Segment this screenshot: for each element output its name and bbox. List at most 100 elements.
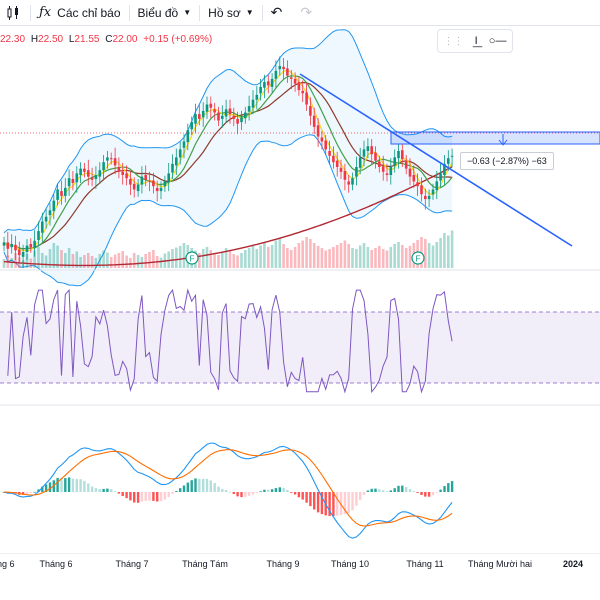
macd-histogram-bar (355, 492, 358, 506)
candle-body (205, 104, 209, 112)
macd-histogram-bar (213, 483, 216, 492)
macd-histogram-bar (324, 492, 327, 516)
drawing-tools-widget[interactable]: ⋮⋮ I͟ ○— (437, 29, 513, 53)
macd-histogram-bar (336, 492, 339, 516)
candle-body (71, 179, 75, 183)
macd-histogram-bar (136, 492, 140, 503)
macd-histogram-bar (259, 491, 262, 492)
macd-histogram-bar (343, 492, 347, 515)
candle-body (14, 244, 17, 251)
open-value: 22.30 (0, 34, 26, 45)
volume-bar (401, 245, 404, 268)
macd-histogram-bar (320, 492, 324, 515)
candle-body (83, 168, 86, 172)
volume-bar (60, 250, 63, 268)
volume-bar (29, 258, 33, 268)
candle-body (427, 195, 431, 200)
volume-bar (247, 248, 251, 268)
volume-bar (67, 248, 71, 268)
macd-histogram-bar (90, 486, 94, 492)
macd-histogram-bar (182, 485, 186, 492)
volume-bar (362, 243, 366, 268)
volume-bar (289, 250, 293, 268)
candle-body (424, 195, 427, 200)
candle-body (244, 112, 247, 119)
macd-histogram-bar (198, 478, 201, 492)
volume-bar (370, 250, 373, 268)
text-cursor-icon[interactable]: I͟ (474, 35, 478, 47)
candle-body (117, 167, 121, 172)
volume-bar (71, 254, 75, 268)
volume-bar (312, 243, 316, 268)
candle-body (393, 157, 396, 166)
profile-menu-button[interactable]: Hồ sơ ▼ (202, 0, 259, 26)
macd-histogram-bar (133, 492, 136, 503)
toolbar-divider (199, 4, 201, 21)
volume-bar (25, 254, 29, 268)
candle-body (370, 146, 373, 155)
macd-histogram-bar (121, 492, 124, 496)
candle-body (289, 77, 293, 79)
volume-bar (270, 245, 274, 268)
candle-body (397, 151, 400, 159)
candle-body (416, 182, 419, 187)
macd-histogram-bar (44, 484, 48, 492)
volume-bar (190, 248, 193, 268)
macd-histogram-bar (156, 492, 159, 502)
volume-bar (416, 240, 419, 268)
volume-bar (374, 248, 377, 268)
candle-body (209, 103, 213, 108)
macd-signal-line (3, 449, 453, 527)
volume-bar (328, 249, 331, 268)
redo-button[interactable]: ↷ (294, 0, 318, 26)
rsi-line (7, 288, 453, 394)
volume-bar (205, 247, 209, 268)
macd-histogram-bar (251, 492, 255, 495)
volume-bar (286, 248, 289, 268)
candle-body (113, 158, 117, 166)
candles-button[interactable] (0, 0, 28, 26)
volume-bar (21, 260, 25, 268)
volume-bar (44, 255, 48, 268)
volume-bar (201, 249, 205, 268)
macd-histogram-bar (194, 478, 197, 492)
macd-histogram-bar (159, 492, 163, 502)
macd-histogram-bar (359, 492, 362, 501)
macd-histogram-bar (412, 491, 415, 492)
macd-line (3, 442, 453, 539)
macd-histogram-bar (67, 477, 71, 492)
macd-histogram-bar (385, 491, 389, 492)
candle-body (94, 175, 98, 179)
candle-body (301, 90, 304, 94)
indicators-button[interactable]: ƒx Các chỉ báo (33, 0, 127, 26)
chart-menu-button[interactable]: Biểu đồ ▼ (132, 0, 198, 26)
macd-histogram-bar (447, 483, 450, 492)
volume-bar (90, 256, 94, 268)
macd-histogram-bar (106, 488, 109, 492)
volume-bar (213, 253, 216, 268)
macd-histogram-bar (41, 486, 44, 492)
volume-bar (163, 253, 167, 268)
candle-body (335, 160, 339, 167)
long-moving-average-line (3, 166, 453, 267)
volume-bar (41, 253, 44, 268)
candle-body (251, 99, 255, 108)
macd-histogram-bar (282, 487, 285, 492)
undo-button[interactable]: ↶ (265, 0, 289, 26)
macd-histogram-bar (405, 487, 408, 492)
candle-body (431, 189, 435, 195)
horizontal-line-icon[interactable]: ○— (488, 35, 507, 47)
candle-body (328, 151, 331, 156)
chevron-down-icon: ▼ (183, 8, 192, 17)
candle-body (358, 157, 362, 168)
drag-handle-icon[interactable]: ⋮⋮ (443, 35, 464, 47)
time-label: Tháng 7 (115, 559, 149, 569)
macd-histogram-bar (427, 492, 431, 497)
volume-bar (144, 254, 147, 268)
candle-body (148, 180, 151, 182)
candle-body (412, 175, 416, 182)
macd-histogram-bar (79, 479, 82, 492)
volume-bar (343, 240, 347, 268)
candle-body (201, 110, 205, 118)
